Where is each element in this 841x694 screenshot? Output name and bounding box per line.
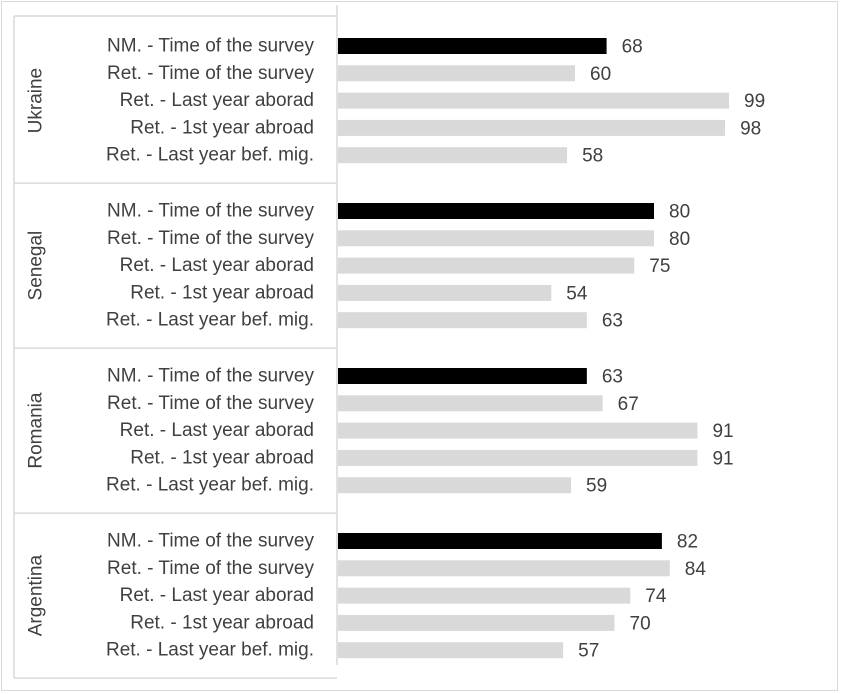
bar xyxy=(338,368,587,384)
category-label: Ret. - Time of the survey xyxy=(107,63,314,84)
bar xyxy=(338,477,572,494)
category-label: NM. - Time of the survey xyxy=(107,531,314,552)
bar xyxy=(338,257,635,274)
data-label: 57 xyxy=(578,641,599,662)
category-label: Ret. - Last year aborad xyxy=(120,90,314,111)
category-label: Ret. - Last year bef. mig. xyxy=(106,475,314,496)
category-label: NM. - Time of the survey xyxy=(107,366,314,387)
group-label-senegal: Senegal xyxy=(26,231,47,301)
data-label: 99 xyxy=(744,91,765,112)
bar xyxy=(338,642,564,659)
data-label: 80 xyxy=(669,202,690,223)
data-label: 74 xyxy=(645,586,667,607)
bar xyxy=(338,119,726,136)
bar xyxy=(338,560,670,577)
category-label: Ret. - 1st year abroad xyxy=(130,282,314,303)
bar xyxy=(338,203,654,219)
category-label: Ret. - Last year aborad xyxy=(120,255,314,276)
bar xyxy=(338,230,654,247)
data-label: 70 xyxy=(630,613,651,634)
bar xyxy=(338,65,575,82)
data-label: 63 xyxy=(602,367,623,388)
data-label: 68 xyxy=(622,37,643,58)
category-label: Ret. - 1st year abroad xyxy=(130,612,314,633)
category-label: Ret. - Last year bef. mig. xyxy=(106,310,314,331)
data-label: 75 xyxy=(649,256,670,277)
bar xyxy=(338,395,603,412)
category-label: Ret. - 1st year abroad xyxy=(130,117,314,138)
category-label: Ret. - Last year aborad xyxy=(120,420,314,441)
category-label: Ret. - Time of the survey xyxy=(107,558,314,579)
bar xyxy=(338,614,615,631)
data-label: 54 xyxy=(566,283,588,304)
bar xyxy=(338,533,662,549)
data-label: 63 xyxy=(602,311,623,332)
bar xyxy=(338,449,698,466)
data-label: 84 xyxy=(685,559,707,580)
data-label: 80 xyxy=(669,229,690,250)
data-label: 82 xyxy=(677,532,698,553)
category-label: NM. - Time of the survey xyxy=(107,201,314,222)
data-label: 59 xyxy=(586,476,607,497)
data-label: 58 xyxy=(582,146,603,167)
bar xyxy=(338,92,730,109)
data-label: 67 xyxy=(618,394,639,415)
category-label: Ret. - Last year aborad xyxy=(120,585,314,606)
group-label-argentina: Argentina xyxy=(26,555,47,637)
data-label: 91 xyxy=(712,421,733,442)
bar xyxy=(338,147,568,164)
group-label-romania: Romania xyxy=(26,392,47,468)
category-label: Ret. - Last year bef. mig. xyxy=(106,640,314,661)
bar xyxy=(338,38,607,54)
data-label: 98 xyxy=(740,118,761,139)
bar xyxy=(338,587,631,604)
category-label: NM. - Time of the survey xyxy=(107,36,314,57)
category-label: Ret. - Last year bef. mig. xyxy=(106,145,314,166)
category-label: Ret. - Time of the survey xyxy=(107,228,314,249)
bar xyxy=(338,422,698,439)
bar xyxy=(338,284,552,301)
category-label: Ret. - 1st year abroad xyxy=(130,447,314,468)
data-label: 91 xyxy=(712,448,733,469)
group-label-ukraine: Ukraine xyxy=(26,68,47,133)
data-label: 60 xyxy=(590,64,611,85)
category-label: Ret. - Time of the survey xyxy=(107,393,314,414)
bar xyxy=(338,312,587,329)
